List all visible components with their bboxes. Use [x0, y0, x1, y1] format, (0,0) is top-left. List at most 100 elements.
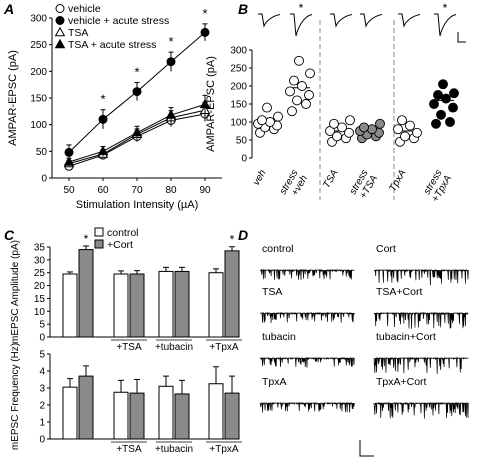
- control-bar: [208, 383, 224, 440]
- x-tick-label-line: TpxA: [387, 168, 408, 194]
- x-tick-label: 90: [199, 185, 211, 196]
- y-tick-label: 200: [230, 82, 247, 93]
- y-tick-label: 2: [39, 401, 45, 412]
- x-tick-label: veh: [251, 168, 269, 188]
- legend-label: vehicle + acute stress: [68, 15, 169, 27]
- data-point: [337, 122, 347, 133]
- y-axis-label: AMPAR-EPSC (pA): [205, 56, 217, 152]
- significance-star: *: [202, 6, 207, 21]
- x-tick-label: 60: [97, 185, 109, 196]
- y-axis-label: AMPAR-EPSC (pA): [7, 50, 19, 146]
- cort-bar: [129, 273, 145, 338]
- panel-c-frequency-bar-chart: 0 1 2 3 4 5 mEPSC Frequency (Hz) +TSA +tubacin +T…: [10, 343, 242, 455]
- cort-bar: [129, 392, 145, 440]
- legend-swatch: [94, 239, 104, 249]
- data-point: [165, 109, 177, 119]
- y-tick-label: 0: [39, 435, 45, 446]
- panel-label-b: B: [238, 1, 248, 17]
- y-axis-label: mEPSC Amplitude (pA): [10, 240, 21, 344]
- data-point: [329, 118, 339, 129]
- x-tick-label: 80: [165, 185, 177, 196]
- panel-label-c: C: [4, 227, 15, 243]
- legend-marker: [54, 26, 66, 37]
- group-tsa: TSA: [321, 115, 355, 191]
- data-point: [405, 120, 415, 131]
- data-point: [97, 145, 109, 156]
- trace: [373, 356, 469, 374]
- data-point: [287, 106, 297, 117]
- trace: [373, 401, 469, 419]
- legend-label: control: [107, 227, 139, 239]
- data-point: [132, 87, 142, 97]
- cort-bar: [174, 270, 190, 338]
- panel-label-a: A: [3, 1, 14, 17]
- data-point: [397, 115, 407, 126]
- y-axis-label: mEPSC Frequency (Hz): [10, 343, 21, 450]
- data-point: [400, 131, 410, 142]
- y-tick-label: 250: [30, 40, 47, 51]
- data-point: [98, 114, 108, 124]
- data-point: [64, 147, 74, 157]
- y-tick-label: 100: [230, 118, 247, 129]
- y-tick-label: 20: [34, 281, 46, 292]
- group-stress-veh: stress+veh: [278, 55, 315, 198]
- significance-star: *: [443, 1, 448, 15]
- y-tick-label: 30: [34, 255, 46, 266]
- x-tick-label-line: TSA: [321, 168, 340, 191]
- significance-star: *: [299, 1, 304, 15]
- control-bar: [113, 273, 129, 338]
- panel-d-traces: control Cort TSA TSA+Cort tubacin tubacin+Cor…: [259, 243, 469, 457]
- data-point: [200, 27, 210, 37]
- cort-bar: [174, 393, 190, 440]
- trace-label: TSA+Cort: [376, 286, 422, 298]
- data-point: [297, 81, 307, 91]
- y-tick-label: 4: [39, 367, 45, 378]
- epsc-trace: [398, 13, 421, 28]
- scale-bar: [359, 440, 374, 457]
- y-tick-label: 15: [34, 294, 46, 305]
- epsc-trace: [434, 13, 457, 37]
- x-tick-label: stress+TpxA: [420, 168, 454, 205]
- y-tick-label: 35: [34, 243, 46, 254]
- y-tick-label: 50: [36, 147, 48, 158]
- data-point: [367, 124, 377, 135]
- control-bar: [158, 270, 174, 338]
- series-vehicle-acute-stress: [64, 23, 210, 160]
- epsc-trace: [290, 13, 313, 37]
- x-tick-label: 70: [131, 185, 143, 196]
- y-tick-label: 1: [39, 418, 45, 429]
- data-point: [257, 115, 267, 126]
- y-tick-label: 150: [30, 94, 47, 105]
- y-tick-label: 200: [30, 67, 47, 78]
- control-bar: [62, 273, 78, 338]
- legend-marker: [55, 4, 65, 13]
- data-point: [285, 86, 295, 97]
- significance-star: *: [84, 232, 89, 246]
- cort-bar: [224, 250, 240, 338]
- legend-label: +Cort: [107, 239, 133, 251]
- y-tick-label: 0: [41, 174, 47, 185]
- trace: [259, 311, 355, 324]
- y-tick-label: 25: [34, 268, 46, 279]
- data-point: [262, 102, 272, 113]
- data-point: [449, 88, 459, 99]
- trace-label: control: [262, 243, 294, 255]
- trace-label: TpxA: [262, 376, 287, 388]
- y-tick-label: 250: [230, 64, 247, 75]
- significance-star: *: [168, 34, 173, 49]
- epsc-trace: [360, 13, 383, 28]
- trace-label: TSA: [262, 286, 282, 298]
- data-point: [375, 118, 385, 129]
- data-point: [359, 122, 369, 133]
- y-tick-label: 300: [230, 46, 247, 57]
- group-tpxa: TpxA: [387, 115, 422, 194]
- data-point: [448, 102, 458, 113]
- x-tick-label: 50: [63, 185, 75, 196]
- y-tick-label: 0: [39, 333, 45, 344]
- data-point: [431, 118, 441, 129]
- y-tick-label: 0: [241, 154, 247, 165]
- panel-label-d: D: [238, 227, 248, 243]
- x-tick-label: +TpxA: [209, 444, 239, 455]
